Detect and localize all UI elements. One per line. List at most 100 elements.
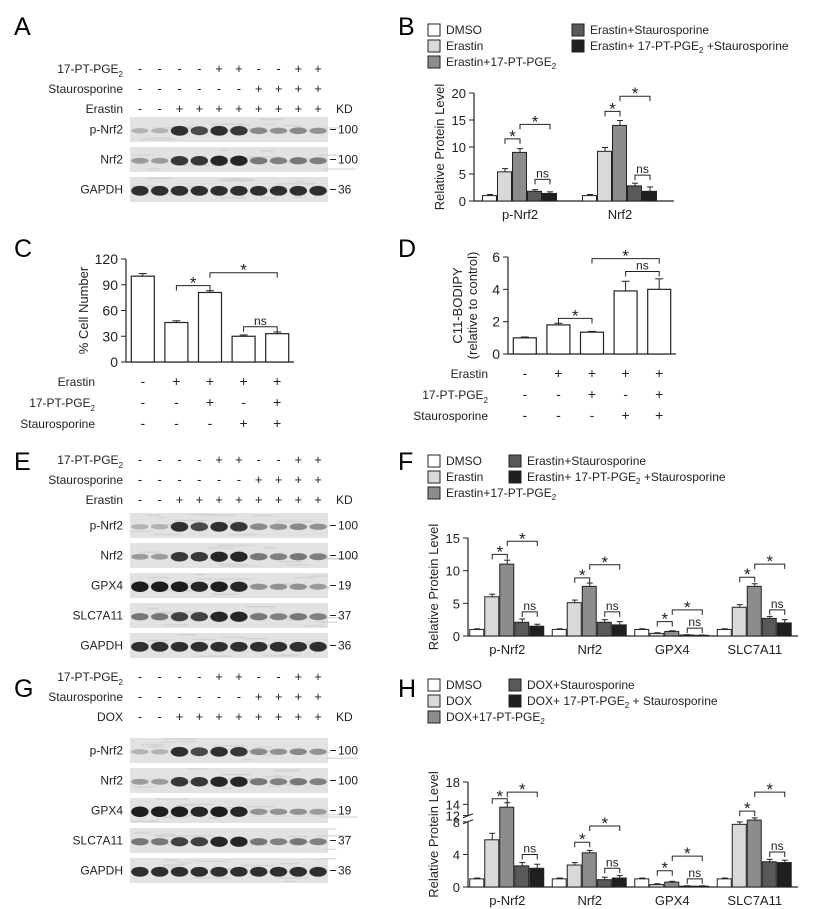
minus-sign: - [138, 61, 142, 76]
blot-noise [285, 564, 311, 566]
bar [612, 124, 627, 202]
bar [627, 185, 642, 202]
blot-noise [178, 634, 197, 636]
protein-band [150, 553, 169, 560]
significance-star: * [766, 552, 773, 571]
protein-band [170, 776, 189, 787]
significance-star: * [601, 553, 608, 572]
blot-noise [130, 820, 158, 823]
y-tick-label: 8 [453, 815, 460, 830]
protein-band [210, 641, 228, 652]
bar [642, 190, 657, 202]
protein-band [269, 641, 288, 652]
significance-star-bracket [656, 870, 673, 876]
bar [514, 865, 530, 888]
significance-star-bracket [574, 841, 591, 848]
blot-noise [222, 179, 255, 182]
y-tick-label: 10 [446, 564, 460, 579]
significance-star: * [632, 84, 639, 103]
blot-noise [198, 578, 229, 580]
plus-sign: + [255, 689, 263, 704]
legend-swatch [427, 678, 441, 692]
bar [482, 195, 497, 202]
bar-chart-d: 0 2 4 6 C11-BODIPY (relative to control) * ns * E… [413, 247, 676, 423]
panel-letter-b: B [398, 13, 415, 41]
condition-label: Erastin [86, 493, 123, 507]
minus-sign: - [138, 709, 142, 724]
protein-band [269, 808, 288, 815]
bar-chart-f: DMSO Erastin Erastin+17-PT-PGE2 Erastin+Sta… [426, 454, 798, 657]
bar [579, 331, 605, 355]
significance-ns: ns [606, 599, 619, 613]
protein-band [190, 641, 209, 652]
protein-band [309, 523, 327, 530]
bar [469, 878, 485, 888]
protein-band [170, 551, 189, 562]
minus-sign: - [138, 689, 142, 704]
kd-marker: 100 [338, 519, 358, 533]
category-label: p-Nrf2 [489, 642, 525, 657]
y-tick-label: 12 [446, 809, 460, 824]
significance-star-bracket [209, 272, 278, 278]
minus-sign: - [197, 61, 201, 76]
protein-band [190, 551, 209, 562]
minus-sign: - [174, 394, 179, 410]
protein-band [269, 748, 288, 755]
blot-noise [146, 177, 171, 179]
y-axis-label: Relative Protein Level [426, 524, 441, 651]
blot-noise [278, 877, 309, 879]
blot-noise [241, 864, 274, 867]
blot-noise [301, 643, 312, 645]
plus-sign: + [314, 101, 322, 116]
blot-noise [305, 624, 326, 627]
protein-band [249, 613, 268, 621]
legend-label: Erastin+17-PT-PGE2 [446, 55, 557, 71]
significance-star-bracket [739, 576, 756, 583]
significance-ns-bracket [769, 851, 786, 858]
protein-band [150, 641, 169, 652]
y-axis-label: Relative Protein Level [426, 771, 441, 898]
minus-sign: - [556, 407, 561, 423]
legend-label: Erastin+ 17-PT-PGE2 +Staurosporine [527, 470, 726, 486]
category-label: p-Nrf2 [502, 207, 538, 222]
bar [582, 195, 597, 202]
blot-noise [158, 741, 177, 743]
plus-sign: + [275, 101, 283, 116]
protein-band [210, 806, 228, 817]
y-tick-label: 2 [492, 314, 500, 330]
legend-label: DOX+Staurosporine [527, 678, 635, 692]
bar [649, 632, 665, 637]
kd-marker: 19 [338, 579, 352, 593]
blot-noise [302, 813, 311, 815]
blot-noise [207, 547, 235, 549]
significance-ns: ns [771, 839, 784, 853]
protein-band [289, 838, 308, 846]
plus-sign: + [172, 373, 180, 389]
bar [566, 602, 582, 637]
minus-sign: - [138, 452, 142, 467]
bar [265, 333, 290, 363]
western-blot-e: 17-PT-PGE2- - - - + + - - + +Staurosporine - - - - - - +… [48, 452, 359, 658]
significance-ns: ns [536, 166, 549, 180]
blot-noise [260, 118, 284, 121]
protein-band [210, 155, 228, 166]
significance-ns: ns [254, 314, 267, 328]
minus-sign: - [140, 415, 145, 431]
blot-noise [279, 769, 300, 772]
protein-band [190, 866, 209, 877]
protein-band [210, 581, 228, 592]
blot-noise [242, 637, 269, 640]
blot-noise [287, 835, 308, 838]
blot-noise [222, 773, 254, 776]
bar [731, 823, 747, 888]
protein-band [210, 836, 228, 847]
plus-sign: + [655, 365, 663, 381]
plus-sign: + [275, 492, 283, 507]
minus-sign: - [276, 61, 280, 76]
significance-star: * [509, 127, 516, 146]
condition-label: DOX [97, 710, 123, 724]
blot-noise [246, 805, 274, 808]
protein-band [249, 523, 268, 531]
legend-swatch [508, 470, 522, 484]
